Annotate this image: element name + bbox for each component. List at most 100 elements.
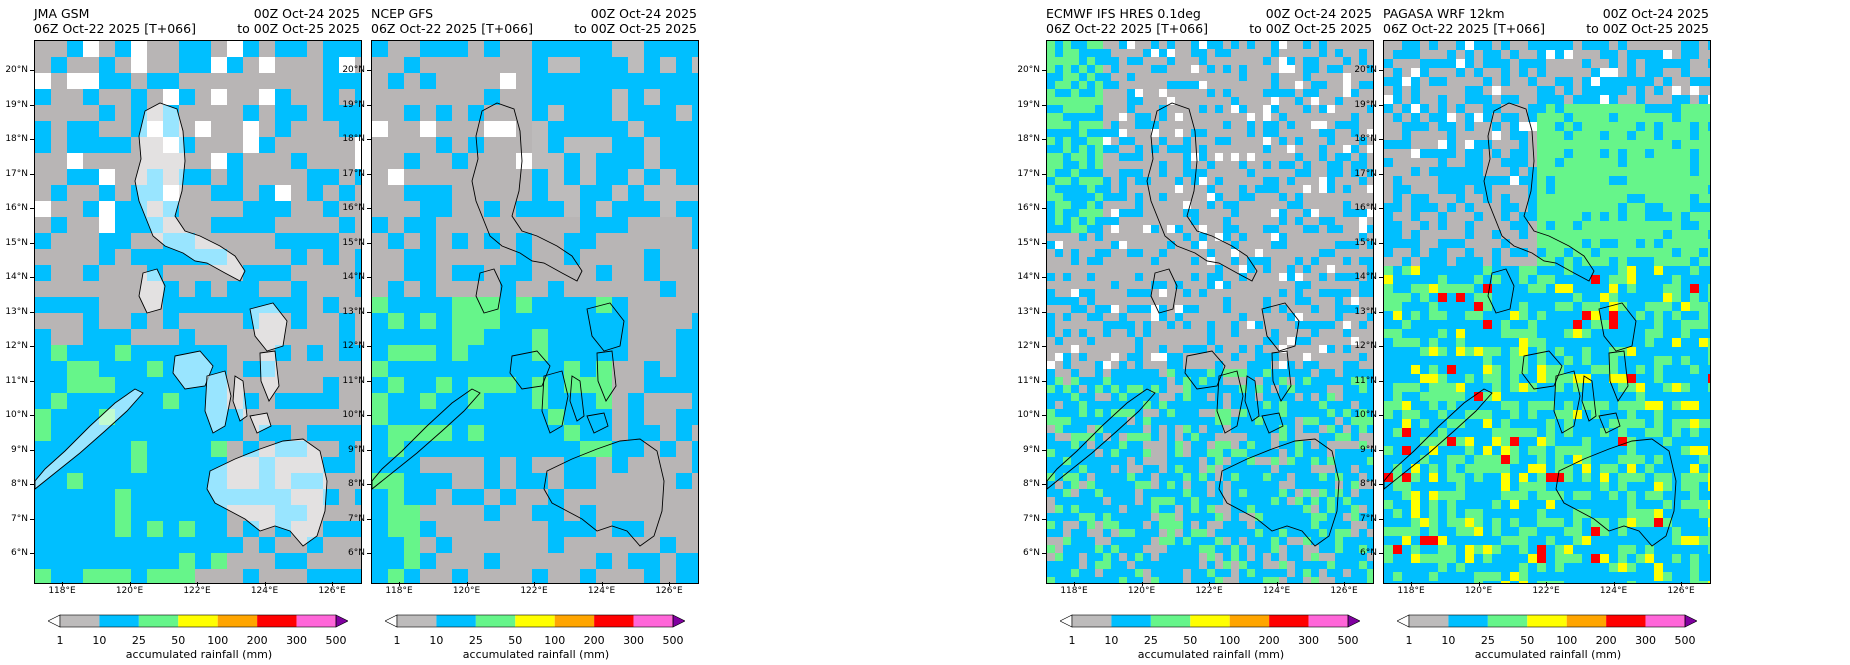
lat-tick — [367, 415, 371, 416]
rainfall-map — [371, 40, 699, 584]
colorbar-segment — [296, 615, 336, 627]
lat-tick — [30, 277, 34, 278]
lat-label: 16°N — [5, 203, 28, 213]
lon-tick — [601, 582, 603, 586]
lat-tick — [367, 173, 371, 175]
lat-label: 10°N — [1017, 410, 1040, 420]
lat-tick — [30, 415, 34, 416]
colorbar-level: 500 — [1674, 634, 1696, 647]
valid-period: 00Z Oct-24 2025 to 00Z Oct-25 2025 — [237, 6, 360, 36]
lat-label: 6°N — [11, 548, 28, 558]
lat-tick — [1042, 242, 1046, 244]
lat-tick — [1042, 277, 1046, 278]
lat-label: 12°N — [342, 341, 365, 351]
colorbar-segment — [1229, 615, 1270, 627]
colorbar-level: 50 — [508, 634, 523, 647]
lat-tick — [30, 208, 34, 209]
lat-label: 20°N — [5, 65, 28, 75]
lat-label: 13°N — [342, 306, 365, 317]
colorbar-over-arrow — [1684, 614, 1697, 628]
lat-label: 19°N — [1354, 99, 1377, 110]
lat-label: 18°N — [1017, 134, 1040, 144]
lon-tick — [399, 582, 400, 586]
lat-tick — [367, 553, 371, 554]
lon-label: 118°E — [1060, 586, 1088, 596]
lat-tick — [30, 242, 34, 244]
lon-label: 124°E — [587, 586, 616, 596]
colorbar-segment — [1527, 615, 1567, 627]
lon-tick — [62, 582, 63, 586]
colorbar-level: 1 — [1405, 634, 1413, 647]
lat-tick — [1042, 346, 1046, 347]
lat-tick — [30, 139, 34, 140]
valid-from: 00Z Oct-24 2025 — [1602, 6, 1709, 21]
lat-label: 11°N — [1017, 375, 1040, 386]
colorbar-title: accumulated rainfall (mm) — [1474, 648, 1622, 661]
valid-period: 00Z Oct-24 2025 to 00Z Oct-25 2025 — [1249, 6, 1372, 36]
lon-tick — [1209, 582, 1210, 586]
colorbar-level: 100 — [1556, 634, 1578, 647]
colorbar-level: 500 — [325, 634, 347, 647]
lat-label: 20°N — [1354, 65, 1377, 75]
lat-label: 17°N — [342, 168, 365, 179]
valid-from: 00Z Oct-24 2025 — [1265, 6, 1372, 21]
lat-label: 17°N — [5, 168, 28, 179]
colorbar-level: 200 — [583, 634, 605, 647]
colorbar-segment — [99, 615, 139, 627]
lat-label: 19°N — [342, 99, 365, 110]
lat-label: 15°N — [1017, 237, 1040, 248]
lat-tick — [367, 208, 371, 209]
lon-label: 122°E — [1532, 586, 1560, 596]
forecast-panel-wrf: PAGASA WRF 12km 06Z Oct-22 2025 [T+066] … — [1354, 0, 1713, 665]
lat-tick — [1379, 242, 1383, 244]
colorbar-level: 300 — [286, 634, 308, 647]
lat-tick — [30, 104, 34, 106]
lon-label: 120°E — [452, 586, 481, 596]
lon-tick — [1344, 582, 1345, 586]
colorbar-segment — [1409, 615, 1449, 627]
colorbar-segment — [257, 615, 297, 627]
lat-tick — [1379, 380, 1383, 382]
colorbar-level: 300 — [623, 634, 645, 647]
colorbar-level: 100 — [207, 634, 229, 647]
lat-label: 6°N — [1360, 548, 1377, 558]
lat-tick — [1379, 173, 1383, 175]
lat-tick — [1379, 346, 1383, 347]
lat-label: 11°N — [1354, 375, 1377, 386]
colorbar-level: 25 — [468, 634, 483, 647]
lat-tick — [1042, 449, 1046, 451]
lat-label: 9°N — [348, 444, 365, 455]
colorbar-segment — [1269, 615, 1309, 627]
colorbar-level: 500 — [662, 634, 684, 647]
colorbar-segment — [217, 615, 258, 627]
colorbar-level: 100 — [544, 634, 566, 647]
lat-label: 19°N — [1017, 99, 1040, 110]
lon-tick — [1074, 582, 1075, 586]
panel-title: NCEP GFS 06Z Oct-22 2025 [T+066] — [371, 6, 533, 36]
init-time: 06Z Oct-22 2025 [T+066] — [34, 21, 196, 36]
lat-label: 15°N — [1354, 237, 1377, 248]
lon-label: 126°E — [1667, 586, 1695, 596]
model-name: JMA GSM — [34, 6, 90, 21]
lon-tick — [1411, 582, 1412, 586]
lat-label: 10°N — [342, 410, 365, 420]
lat-tick — [1042, 484, 1046, 485]
lat-label: 16°N — [342, 203, 365, 213]
colorbar-segment — [1190, 615, 1230, 627]
lat-tick — [367, 346, 371, 347]
lat-label: 18°N — [5, 134, 28, 144]
colorbar-level: 1 — [393, 634, 401, 647]
colorbar-segment — [1072, 615, 1112, 627]
model-name: NCEP GFS — [371, 6, 434, 21]
colorbar-segment — [1150, 615, 1191, 627]
forecast-panel-jma: JMA GSM 06Z Oct-22 2025 [T+066] 00Z Oct-… — [5, 0, 364, 665]
lat-tick — [1379, 553, 1383, 554]
panel-title: PAGASA WRF 12km 06Z Oct-22 2025 [T+066] — [1383, 6, 1545, 36]
colorbar-level: 200 — [1258, 634, 1280, 647]
colorbar-under-arrow — [1397, 614, 1410, 628]
lat-label: 13°N — [1017, 306, 1040, 317]
colorbar-segment — [178, 615, 218, 627]
colorbar-over-arrow — [335, 614, 348, 628]
lat-tick — [30, 380, 34, 382]
colorbar-level: 10 — [1104, 634, 1119, 647]
